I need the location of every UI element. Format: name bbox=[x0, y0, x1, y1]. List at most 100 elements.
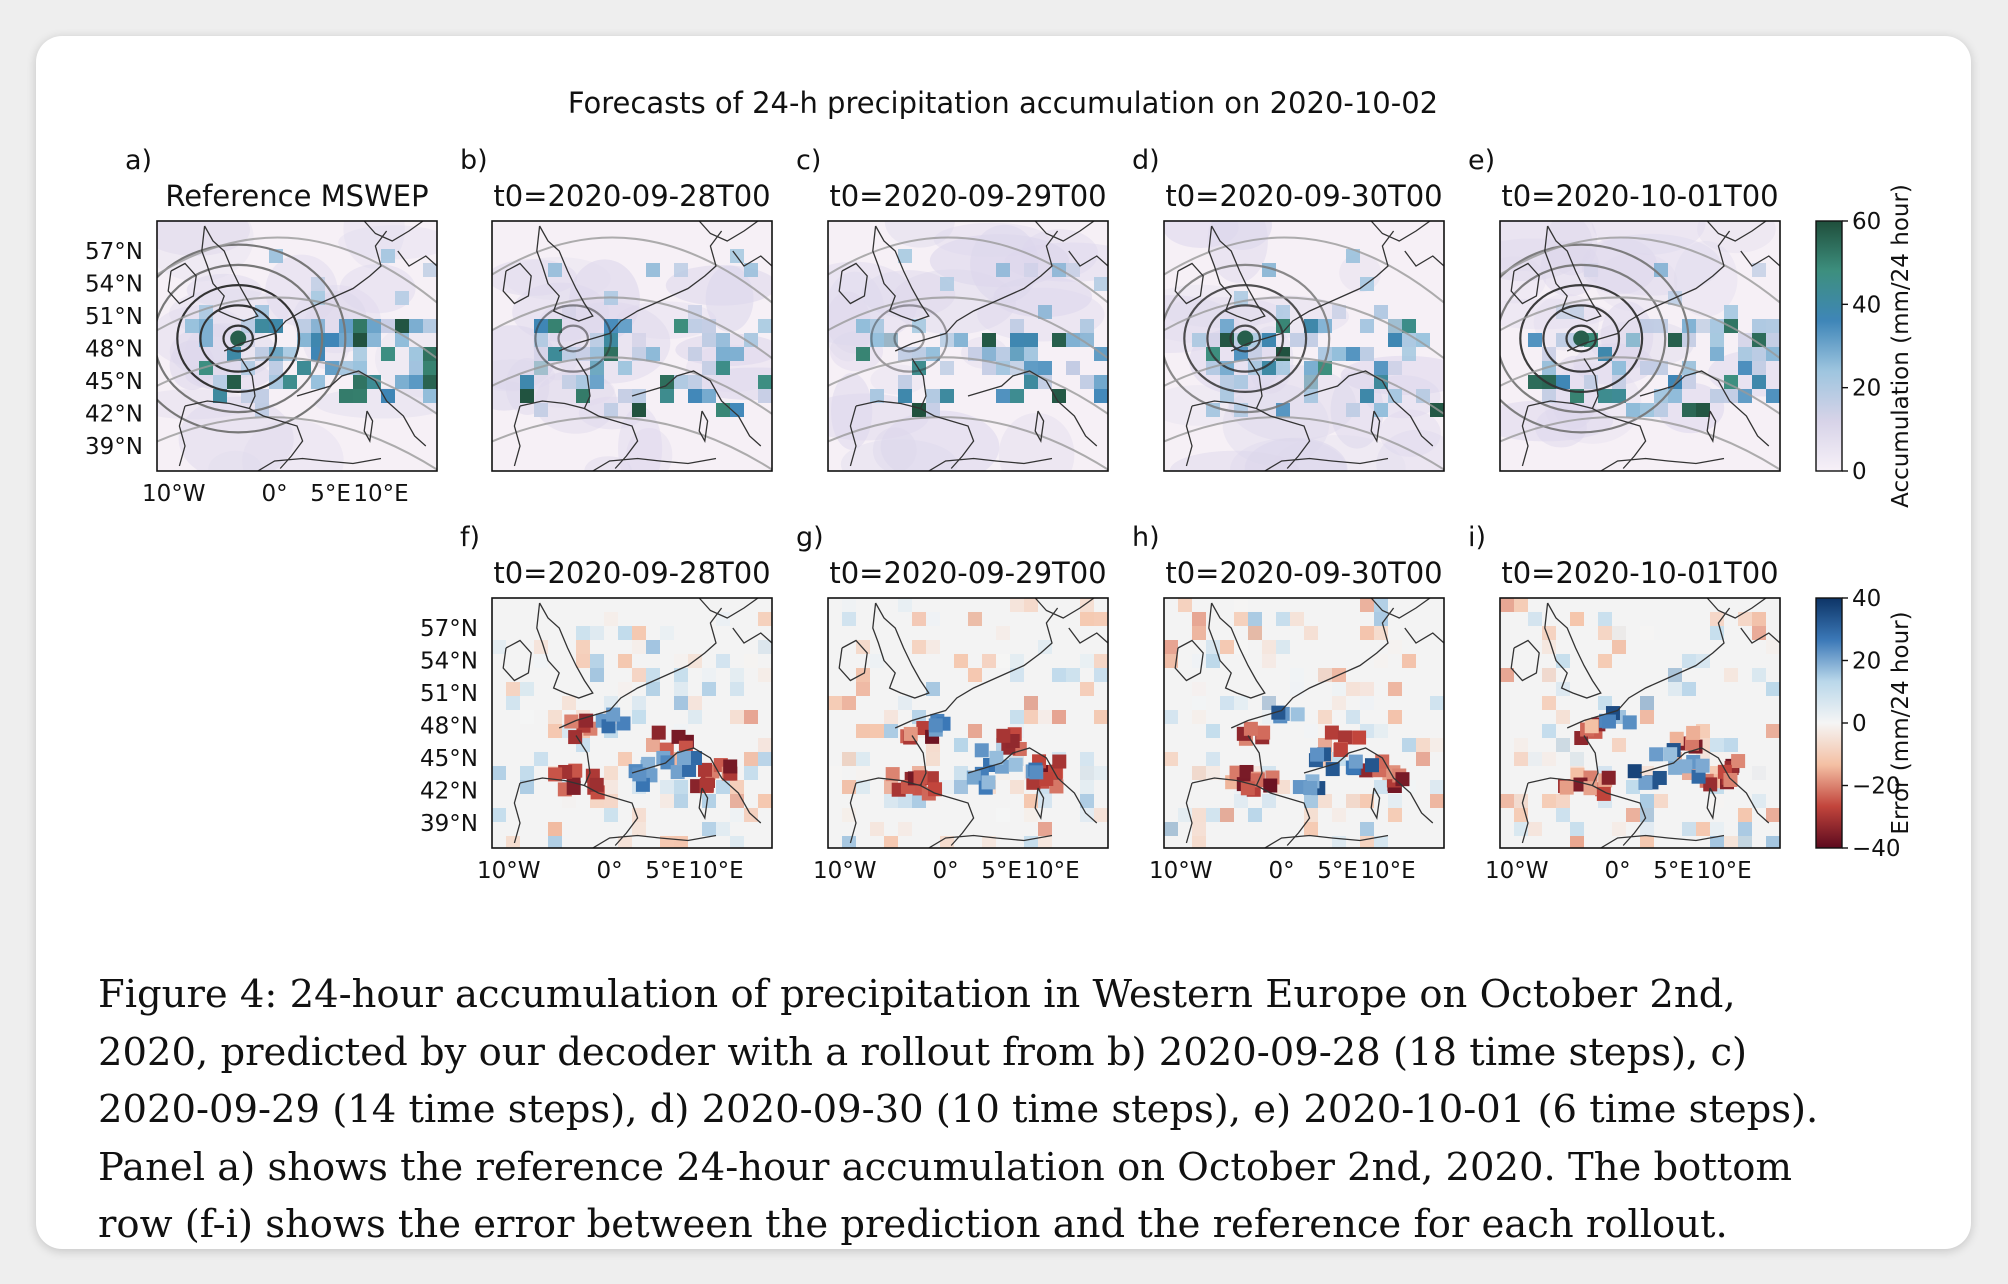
precip-cell bbox=[646, 263, 660, 277]
panel-letter: b) bbox=[460, 145, 488, 176]
error-cell bbox=[1360, 682, 1374, 696]
precip-haze bbox=[705, 265, 754, 332]
precip-cell bbox=[1360, 389, 1374, 403]
error-cell bbox=[758, 668, 772, 682]
coastline bbox=[1404, 250, 1444, 267]
isobar bbox=[492, 356, 772, 416]
precip-cell bbox=[1696, 319, 1710, 333]
precip-haze bbox=[880, 410, 1000, 471]
precip-cell bbox=[1262, 333, 1276, 347]
coastline bbox=[558, 607, 723, 729]
error-cell-negative bbox=[1395, 772, 1410, 787]
error-cell bbox=[1206, 654, 1220, 668]
error-cell bbox=[604, 780, 618, 794]
error-cell bbox=[954, 766, 968, 780]
error-cell bbox=[1248, 626, 1262, 640]
error-cell bbox=[772, 738, 786, 752]
panel-letter: i) bbox=[1468, 522, 1486, 553]
isobar bbox=[1500, 296, 1780, 360]
error-cell bbox=[1514, 752, 1528, 766]
coastline bbox=[855, 777, 975, 846]
error-cell bbox=[758, 752, 772, 766]
coastline bbox=[928, 834, 1053, 848]
error-cell-positive bbox=[928, 718, 943, 733]
precip-cell bbox=[548, 347, 562, 361]
coastline bbox=[257, 457, 382, 471]
precip-cell bbox=[1332, 305, 1346, 319]
panel-title: t0=2020-09-30T00 bbox=[1165, 179, 1442, 213]
precip-cell bbox=[1402, 347, 1416, 361]
precip-cell bbox=[1234, 375, 1248, 389]
error-cell bbox=[1780, 626, 1794, 640]
error-cell bbox=[1318, 794, 1332, 808]
error-cell bbox=[1402, 654, 1416, 668]
error-cell bbox=[1192, 626, 1206, 640]
lat-tick-label: 54°N bbox=[85, 272, 143, 298]
precip-haze bbox=[618, 406, 663, 471]
precip-cell bbox=[381, 347, 395, 361]
error-cell bbox=[1192, 808, 1206, 822]
precip-cell bbox=[1010, 347, 1024, 361]
precip-cell bbox=[898, 375, 912, 389]
error-cell bbox=[1752, 668, 1766, 682]
precip-cell bbox=[758, 319, 772, 333]
error-cell-positive bbox=[1348, 754, 1363, 769]
precip-cell bbox=[1094, 375, 1108, 389]
lon-tick-label: 10°E bbox=[1024, 858, 1079, 884]
pressure-contour bbox=[870, 304, 949, 373]
error-cell-negative bbox=[924, 771, 939, 786]
coastline bbox=[1706, 598, 1767, 619]
precip-cell bbox=[1108, 403, 1122, 417]
error-cell bbox=[996, 654, 1010, 668]
coastline bbox=[967, 747, 1098, 824]
precip-cell bbox=[702, 361, 716, 375]
coastline bbox=[1174, 639, 1204, 682]
error-cell bbox=[898, 598, 912, 612]
error-cell bbox=[1388, 808, 1402, 822]
precip-cell bbox=[1220, 389, 1234, 403]
error-cell bbox=[1360, 822, 1374, 836]
error-cell bbox=[1430, 780, 1444, 794]
error-cell bbox=[1752, 850, 1766, 864]
coastline bbox=[1264, 457, 1389, 471]
precip-cell bbox=[1738, 347, 1752, 361]
error-cell bbox=[758, 794, 772, 808]
error-cell bbox=[1080, 794, 1094, 808]
error-cell bbox=[1164, 752, 1178, 766]
isobar bbox=[1164, 356, 1444, 416]
error-cell-negative bbox=[913, 770, 928, 785]
error-cell bbox=[1640, 794, 1654, 808]
precip-cell bbox=[534, 361, 548, 375]
isobar bbox=[157, 416, 437, 471]
lon-tick-label: 10°W bbox=[1485, 858, 1549, 884]
error-cell bbox=[1192, 612, 1206, 626]
panel-letter: f) bbox=[460, 522, 480, 553]
colorbar-tick-label: −20 bbox=[1852, 774, 1901, 800]
error-cell bbox=[1668, 682, 1682, 696]
precip-cell bbox=[1416, 333, 1430, 347]
error-cell bbox=[772, 682, 786, 696]
panel-frame bbox=[827, 220, 1109, 472]
precip-cell bbox=[395, 375, 409, 389]
error-cell bbox=[492, 808, 506, 822]
error-cell bbox=[1220, 808, 1234, 822]
precip-cell bbox=[702, 389, 716, 403]
error-cell bbox=[912, 640, 926, 654]
isobar bbox=[1500, 356, 1780, 416]
precip-cell bbox=[1276, 361, 1290, 375]
error-cell bbox=[730, 682, 744, 696]
error-cell bbox=[884, 836, 898, 848]
error-cell bbox=[1346, 710, 1360, 724]
precip-cell bbox=[618, 361, 632, 375]
coastline bbox=[698, 221, 759, 242]
precip-cell bbox=[297, 361, 311, 375]
error-cell bbox=[604, 696, 618, 710]
lat-tick-label: 54°N bbox=[420, 649, 478, 675]
panel-g: g)t0=2020-09-29T00 10°W 0° 5°E 10°E bbox=[796, 522, 1109, 884]
precip-cell bbox=[716, 361, 730, 375]
error-cell bbox=[1780, 794, 1794, 808]
precip-cell bbox=[562, 305, 576, 319]
coastline bbox=[536, 602, 594, 699]
error-cell bbox=[1080, 780, 1094, 794]
panel-frame bbox=[491, 597, 773, 849]
